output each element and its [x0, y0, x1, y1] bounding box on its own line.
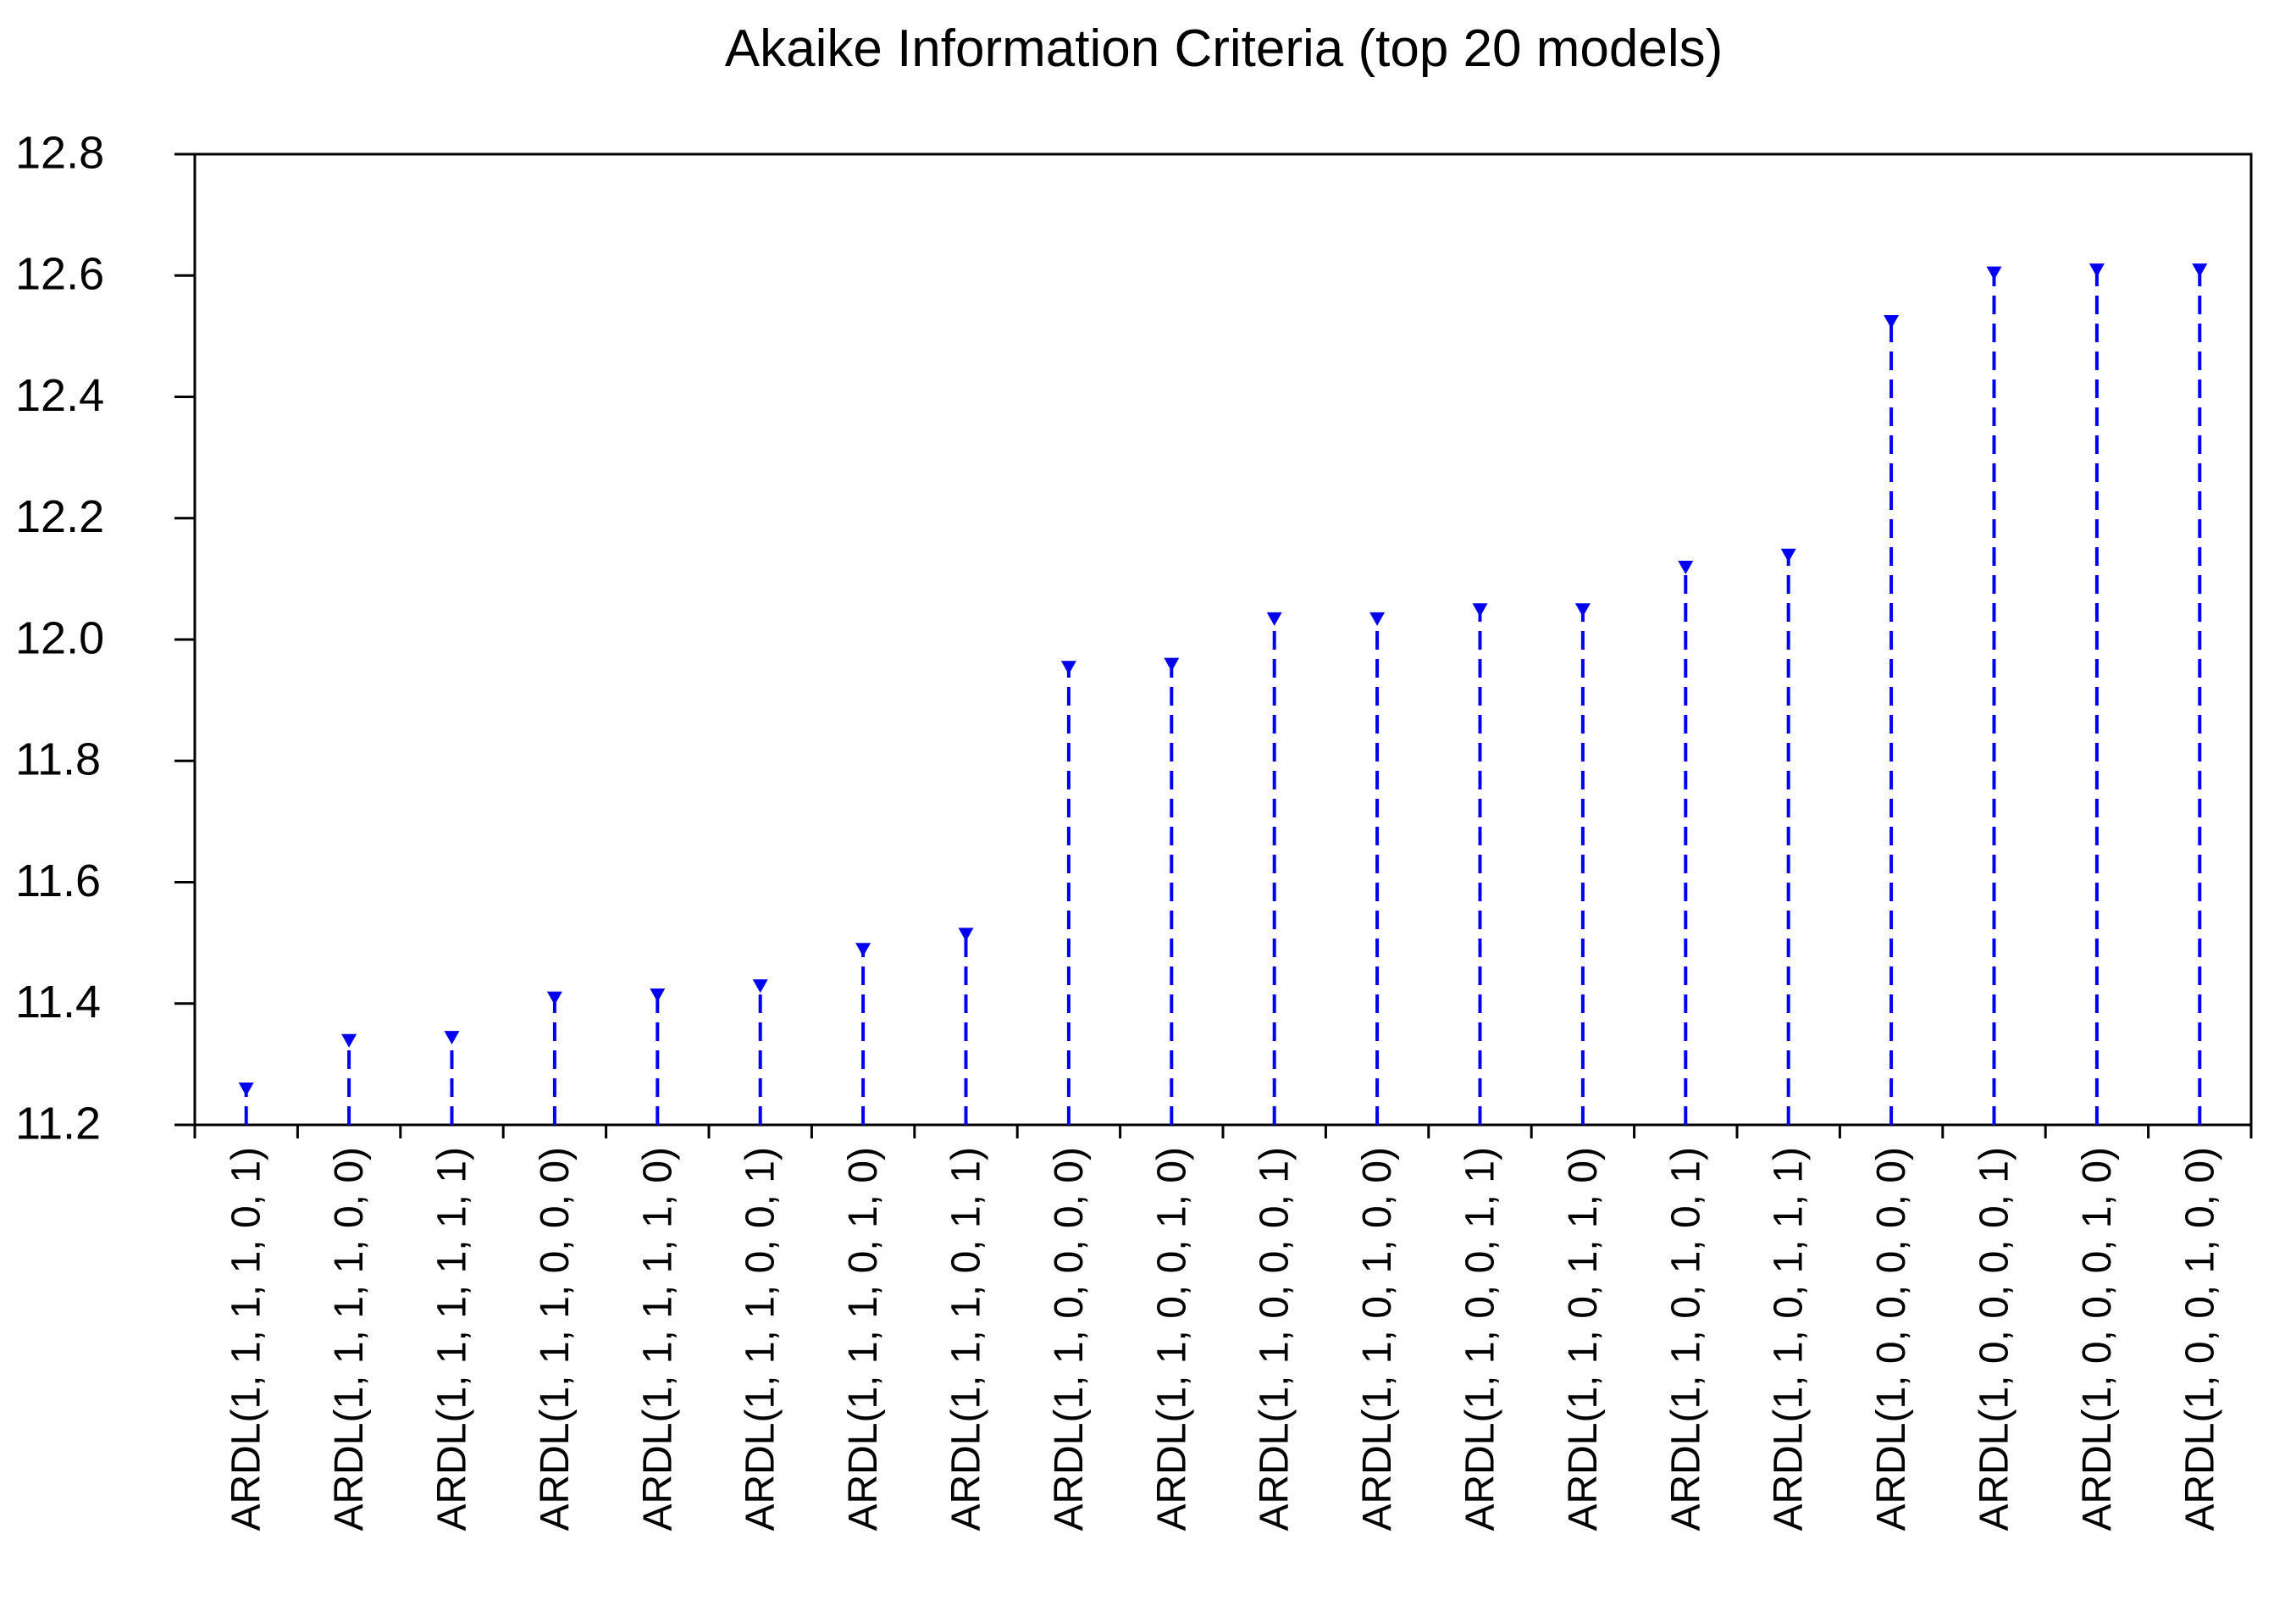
- x-axis: ARDL(1, 1, 1, 1, 0, 1) ARDL(1, 1, 1, 1, 0…: [193, 1125, 2253, 1531]
- x-category-label: ARDL(1, 1, 1, 1, 1, 1): [430, 1147, 475, 1531]
- y-tick-label: 12.4: [15, 370, 104, 421]
- marker-16: [1780, 548, 1796, 562]
- marker-5: [650, 989, 666, 1003]
- y-tick-label: 11.6: [15, 856, 101, 906]
- x-category-label: ARDL(1, 1, 1, 1, 0, 0): [327, 1147, 372, 1531]
- plot-area-frame: [193, 152, 2253, 1127]
- y-tick-label: 11.2: [15, 1098, 101, 1149]
- x-category-label: ARDL(1, 1, 1, 0, 0, 0): [533, 1147, 578, 1531]
- x-category-label: ARDL(1, 1, 1, 1, 0, 1): [224, 1147, 269, 1531]
- x-category-label: ARDL(1, 1, 0, 0, 1, 0): [1149, 1147, 1194, 1531]
- x-category-label: ARDL(1, 1, 0, 1, 0, 1): [1663, 1147, 1708, 1531]
- marker-12: [1369, 612, 1386, 626]
- marker-9: [1060, 661, 1076, 675]
- x-category-label: ARDL(1, 0, 0, 1, 0, 0): [2177, 1147, 2222, 1531]
- marker-4: [546, 991, 562, 1005]
- x-category-label: ARDL(1, 1, 0, 0, 0, 0): [1047, 1147, 1092, 1531]
- x-category-label: ARDL(1, 1, 0, 1, 1, 0): [1561, 1147, 1606, 1531]
- marker-8: [958, 928, 974, 942]
- marker-1: [238, 1083, 254, 1097]
- marker-19: [2089, 263, 2105, 278]
- marker-18: [1986, 266, 2002, 280]
- x-category-label: ARDL(1, 1, 0, 1, 0, 0): [1355, 1147, 1400, 1531]
- marker-17: [1884, 314, 1900, 329]
- x-category-label: ARDL(1, 0, 0, 0, 0, 0): [1869, 1147, 1914, 1531]
- marker-13: [1472, 603, 1488, 617]
- marker-2: [341, 1033, 357, 1048]
- y-tick-label: 12.0: [15, 612, 104, 663]
- marker-7: [855, 943, 871, 957]
- marker-15: [1678, 561, 1694, 575]
- x-category-label: ARDL(1, 1, 1, 0, 1, 0): [841, 1147, 886, 1531]
- x-category-label: ARDL(1, 1, 0, 1, 1, 1): [1767, 1147, 1812, 1531]
- y-tick-label: 12.8: [15, 127, 104, 178]
- marker-20: [2192, 263, 2208, 278]
- marker-10: [1164, 657, 1180, 672]
- series-aic: [238, 263, 2208, 1125]
- marker-14: [1574, 603, 1591, 617]
- y-tick-label: 12.6: [15, 249, 104, 300]
- marker-11: [1266, 612, 1282, 626]
- marker-6: [752, 979, 768, 994]
- y-tick-label: 11.8: [15, 734, 101, 785]
- x-category-label: ARDL(1, 1, 1, 1, 1, 0): [635, 1147, 680, 1531]
- chart-title: Akaike Information Criteria (top 20 mode…: [725, 19, 1723, 78]
- x-category-label: ARDL(1, 1, 1, 0, 1, 1): [944, 1147, 989, 1531]
- x-category-label: ARDL(1, 1, 0, 0, 1, 1): [1458, 1147, 1503, 1531]
- x-category-label: ARDL(1, 0, 0, 0, 1, 0): [2075, 1147, 2120, 1531]
- x-category-label: ARDL(1, 1, 1, 0, 0, 1): [739, 1147, 783, 1531]
- marker-3: [444, 1031, 460, 1045]
- y-tick-label: 11.4: [15, 977, 101, 1027]
- y-tick-label: 12.2: [15, 491, 104, 542]
- x-category-label: ARDL(1, 0, 0, 0, 0, 1): [1972, 1147, 2017, 1531]
- y-axis: 11.2 11.4 11.6 11.8 12.0 12.2 12.4 12.6 12.8: [15, 127, 195, 1149]
- x-category-label: ARDL(1, 1, 0, 0, 0, 1): [1253, 1147, 1297, 1531]
